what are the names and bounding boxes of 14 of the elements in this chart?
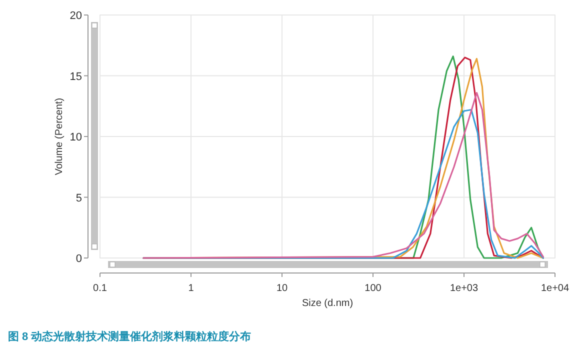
y-tick-label: 5 [76,192,82,204]
y-tick-label: 15 [70,70,82,83]
y-tick-label: 0 [76,253,82,265]
x-tick-label: 0.1 [93,283,108,294]
y-axis-title: Volume (Percent) [54,98,65,176]
y-tick-label: 10 [70,132,82,144]
x-tick-label: 1e+04 [540,283,570,294]
x-tick-label: 100 [364,283,382,294]
caption: 图 8 动态光散射技术测量催化剂浆料颗粒粒度分布 [8,330,252,343]
x-axis-title: Size (d.nm) [302,298,354,309]
x-tick-label: 1 [188,283,194,294]
y-tick-label: 20 [70,10,82,22]
x-tick-label: 1e+03 [450,283,478,294]
x-tick-label: 10 [276,283,288,294]
